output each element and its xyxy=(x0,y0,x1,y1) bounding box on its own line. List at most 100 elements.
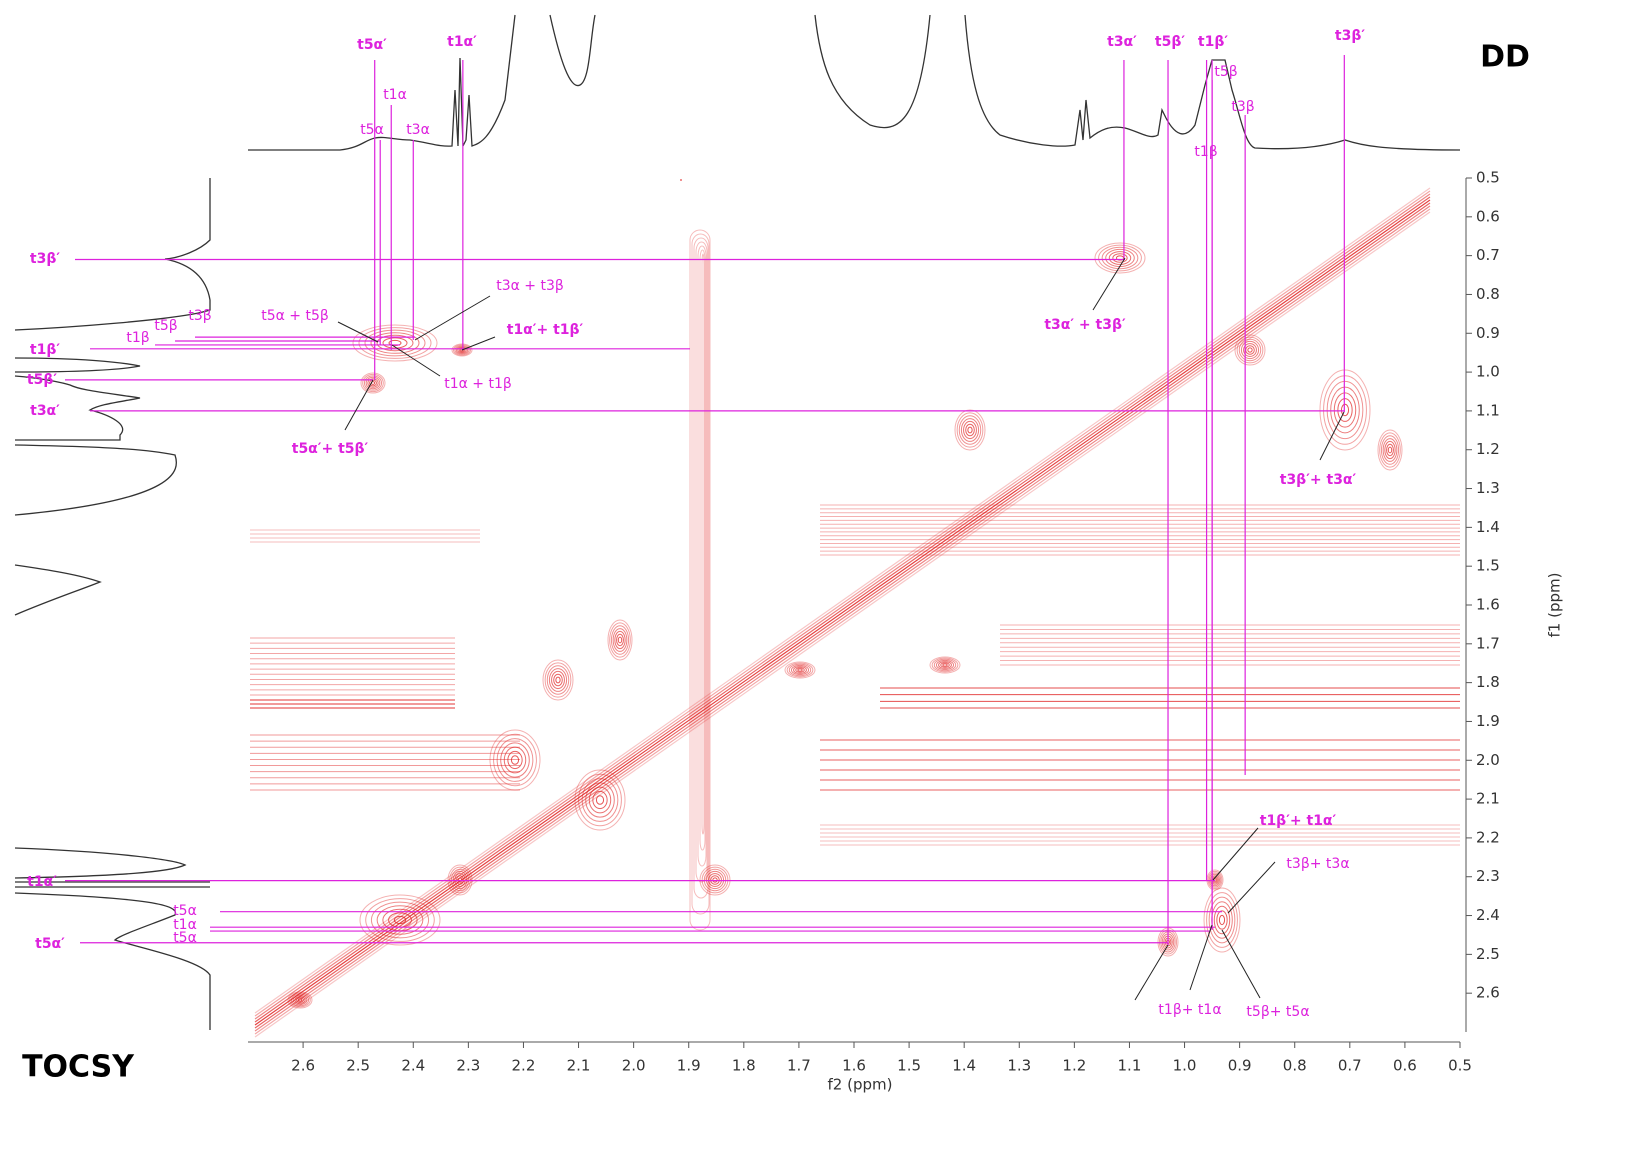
assignment-label: t5α′ xyxy=(357,37,387,53)
cross-peak-label: t5α + t5β xyxy=(261,308,329,324)
contour xyxy=(588,786,612,814)
contour xyxy=(360,372,386,394)
x-tick-label: 1.2 xyxy=(1062,1057,1086,1075)
pointer-line xyxy=(1092,257,1126,311)
contour xyxy=(454,873,466,887)
contour xyxy=(1101,246,1139,270)
assignment-label: t3β′ xyxy=(1335,28,1365,44)
contour xyxy=(500,742,530,778)
contour xyxy=(691,233,710,915)
assignment-label: t1α xyxy=(383,87,407,103)
y-tick-label: 1.3 xyxy=(1476,479,1500,497)
contour xyxy=(449,866,471,894)
contour xyxy=(493,733,537,787)
contour xyxy=(1203,887,1241,953)
contour xyxy=(1386,443,1394,457)
contour xyxy=(1213,878,1217,882)
contour xyxy=(710,875,720,885)
contour xyxy=(699,249,706,851)
contour xyxy=(364,329,426,357)
x-tick-label: 2.0 xyxy=(622,1057,646,1075)
contour xyxy=(452,344,472,356)
x-tick-label: 2.3 xyxy=(456,1057,480,1075)
contour xyxy=(1340,403,1350,417)
pointer-line xyxy=(1134,944,1169,1001)
cross-peak-label: t3β+ t3α xyxy=(1286,856,1349,872)
y-tick-label: 2.2 xyxy=(1476,828,1500,846)
contour xyxy=(1387,446,1393,454)
contour xyxy=(595,795,605,805)
contour xyxy=(689,229,711,931)
pointer-line xyxy=(461,336,496,351)
contour xyxy=(457,877,463,883)
x-tick-label: 2.6 xyxy=(291,1057,315,1075)
contour xyxy=(1382,438,1398,462)
assignment-label: t5β xyxy=(1214,64,1237,80)
contour xyxy=(254,187,1431,1014)
y-tick-label: 0.5 xyxy=(1476,169,1500,187)
x-tick-label: 1.0 xyxy=(1173,1057,1197,1075)
contour xyxy=(1108,251,1132,265)
contour xyxy=(1208,872,1222,888)
contour xyxy=(254,196,1431,1023)
contour xyxy=(289,992,311,1008)
contour xyxy=(701,866,729,894)
pointer-line xyxy=(1221,929,1261,999)
x-tick-label: 0.6 xyxy=(1393,1057,1417,1075)
contour xyxy=(609,622,631,658)
contour xyxy=(592,790,608,810)
contour xyxy=(370,332,420,354)
contour xyxy=(297,998,303,1002)
x-tick-label: 1.4 xyxy=(952,1057,976,1075)
contour xyxy=(1323,375,1367,445)
contour xyxy=(712,877,718,883)
contours xyxy=(250,179,1460,1038)
assignment-label: t5α xyxy=(173,903,197,919)
contour xyxy=(695,241,708,883)
contour xyxy=(786,662,814,678)
contour xyxy=(788,663,812,677)
y-tick-label: 0.8 xyxy=(1476,285,1500,303)
assignment-label: t1α′ xyxy=(27,874,57,890)
contour xyxy=(489,729,541,791)
y-tick-label: 1.6 xyxy=(1476,596,1500,614)
contour xyxy=(553,673,563,687)
contour xyxy=(287,991,313,1009)
contour xyxy=(546,665,570,695)
pointer-line xyxy=(414,295,491,341)
contour xyxy=(542,659,574,701)
contour xyxy=(954,409,986,451)
pointer-line xyxy=(337,321,379,343)
x-tick-label: 2.5 xyxy=(346,1057,370,1075)
contour xyxy=(793,666,807,674)
contour xyxy=(447,864,473,896)
assignment-label: t1β xyxy=(1194,144,1217,160)
contour xyxy=(359,894,441,946)
contour xyxy=(363,375,383,391)
contour xyxy=(931,657,959,673)
contour xyxy=(614,630,626,650)
x-tick-label: 1.8 xyxy=(732,1057,756,1075)
contour xyxy=(703,868,727,892)
y-tick-label: 0.9 xyxy=(1476,324,1500,342)
contour xyxy=(693,237,709,899)
x-axis-label: f2 (ppm) xyxy=(828,1076,893,1094)
assignment-label: t1α′ xyxy=(447,34,477,50)
cross-peak-label: t1β′+ t1α′ xyxy=(1260,813,1337,829)
assignment-label: t1α xyxy=(173,917,197,933)
contour xyxy=(1384,440,1396,460)
y-tick-label: 2.3 xyxy=(1476,867,1500,885)
contour xyxy=(376,905,424,935)
contour xyxy=(294,996,306,1004)
contour xyxy=(1326,380,1364,440)
contour xyxy=(254,193,1431,1020)
pointer-line xyxy=(1227,861,1276,914)
contour xyxy=(393,915,407,925)
contour xyxy=(254,199,1431,1026)
contour xyxy=(701,253,705,835)
y-tick-label: 2.5 xyxy=(1476,945,1500,963)
contour xyxy=(697,245,707,867)
contour xyxy=(1330,386,1360,434)
contour xyxy=(544,662,572,698)
contour xyxy=(1245,345,1255,355)
